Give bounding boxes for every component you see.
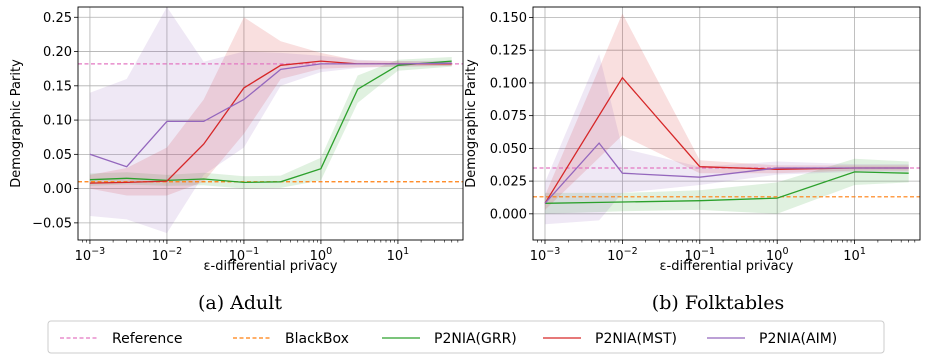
y-tick-label: −0.05 [32,216,72,231]
series-line-p2nia-aim- [89,62,452,168]
legend-item-p2nia-grr-: P2NIA(GRR) [382,331,517,347]
x-tick-label: 101 [843,246,866,264]
plot-area [78,7,463,234]
x-tick-label-base: 10 [766,249,783,264]
band-p2nia-grr- [545,158,909,214]
legend-label: P2NIA(GRR) [434,331,517,347]
x-tick-label-exponent: −1 [701,246,715,257]
y-tick-label: 0.10 [43,114,72,129]
x-axis-label: ε-differential privacy [204,259,338,274]
x-tick-label-base: 10 [685,249,702,264]
x-tick-label-exponent: −3 [91,246,105,257]
y-tick-label: 0.05 [43,148,72,163]
x-tick-label-base: 10 [843,249,860,264]
legend-label: BlackBox [285,331,349,347]
series-line-p2nia-grr- [89,60,452,184]
y-tick-label: 0.100 [490,76,527,91]
y-axis-label: Demographic Parity [9,59,24,188]
band-p2nia-mst- [545,13,909,210]
legend-label: P2NIA(AIM) [759,331,837,347]
x-tick-label: 10−2 [152,246,183,264]
subfigure-caption: (b) Folktables [652,292,784,314]
y-tick-label: 0.20 [43,45,72,60]
x-tick-label: 10−3 [530,246,561,264]
x-tick-label-base: 10 [530,249,547,264]
x-tick-label-base: 10 [387,249,404,264]
x-tick-label-base: 10 [607,249,624,264]
x-tick-label-exponent: 1 [860,246,866,257]
series-line-p2nia-grr- [544,171,909,204]
x-axis-label: ε-differential privacy [660,259,794,274]
x-tick-label-exponent: 1 [403,246,409,257]
y-tick-label: 0.075 [490,109,527,124]
y-tick-label: 0.125 [490,44,527,59]
y-tick-label: 0.25 [43,11,72,26]
legend-label: P2NIA(MST) [595,331,677,347]
x-tick-label-base: 10 [310,249,327,264]
chart-panel-1: 10−3 10−2 10−1 100 101−0.050.000.050.100.150… [9,6,464,314]
x-tick-label-base: 10 [152,249,169,264]
legend-item-p2nia-mst-: P2NIA(MST) [543,331,677,347]
axes-frame [532,6,921,241]
band-p2nia-aim- [545,54,909,225]
x-tick-label-exponent: −2 [624,246,638,257]
x-tick-label: 10−1 [685,246,716,264]
x-tick-label: 101 [387,246,410,264]
x-tick-label: 100 [766,246,789,264]
legend-label: Reference [112,331,183,347]
x-tick-label-exponent: −1 [245,246,259,257]
legend-item-blackbox: BlackBox [233,331,349,347]
x-tick-label-exponent: 0 [782,246,788,257]
x-tick-label: 10−3 [75,246,106,264]
x-tick-label: 10−2 [607,246,638,264]
band-p2nia-grr- [89,57,452,189]
legend-item-p2nia-aim-: P2NIA(AIM) [707,331,837,347]
series-line-p2nia-aim- [544,142,909,204]
x-tick-label-base: 10 [229,249,246,264]
x-tick-label-base: 10 [75,249,92,264]
y-tick-label: 0.150 [490,11,527,26]
x-tick-label-exponent: −3 [546,246,560,257]
x-tick-label: 100 [310,246,333,264]
y-tick-label: 0.15 [43,79,72,94]
y-tick-label: 0.050 [490,142,527,157]
plot-area [533,13,920,225]
x-tick-label: 10−1 [229,246,260,264]
x-tick-label-exponent: −2 [168,246,182,257]
y-tick-label: 0.00 [43,182,72,197]
chart-panel-2: 10−3 10−2 10−1 100 1010.0000.0250.0500.0750.… [464,6,921,314]
y-axis-label: Demographic Parity [464,59,479,188]
y-tick-label: 0.000 [490,207,527,222]
legend-item-reference: Reference [60,331,183,347]
y-tick-label: 0.025 [490,175,527,190]
band-p2nia-mst- [89,17,452,196]
axes-frame [77,6,464,241]
subfigure-caption: (a) Adult [198,292,282,314]
legend: Reference BlackBox P2NIA(GRR) P2NIA(MST) P2N… [47,320,885,354]
x-tick-label-exponent: 0 [326,246,332,257]
legend-frame [47,320,885,354]
